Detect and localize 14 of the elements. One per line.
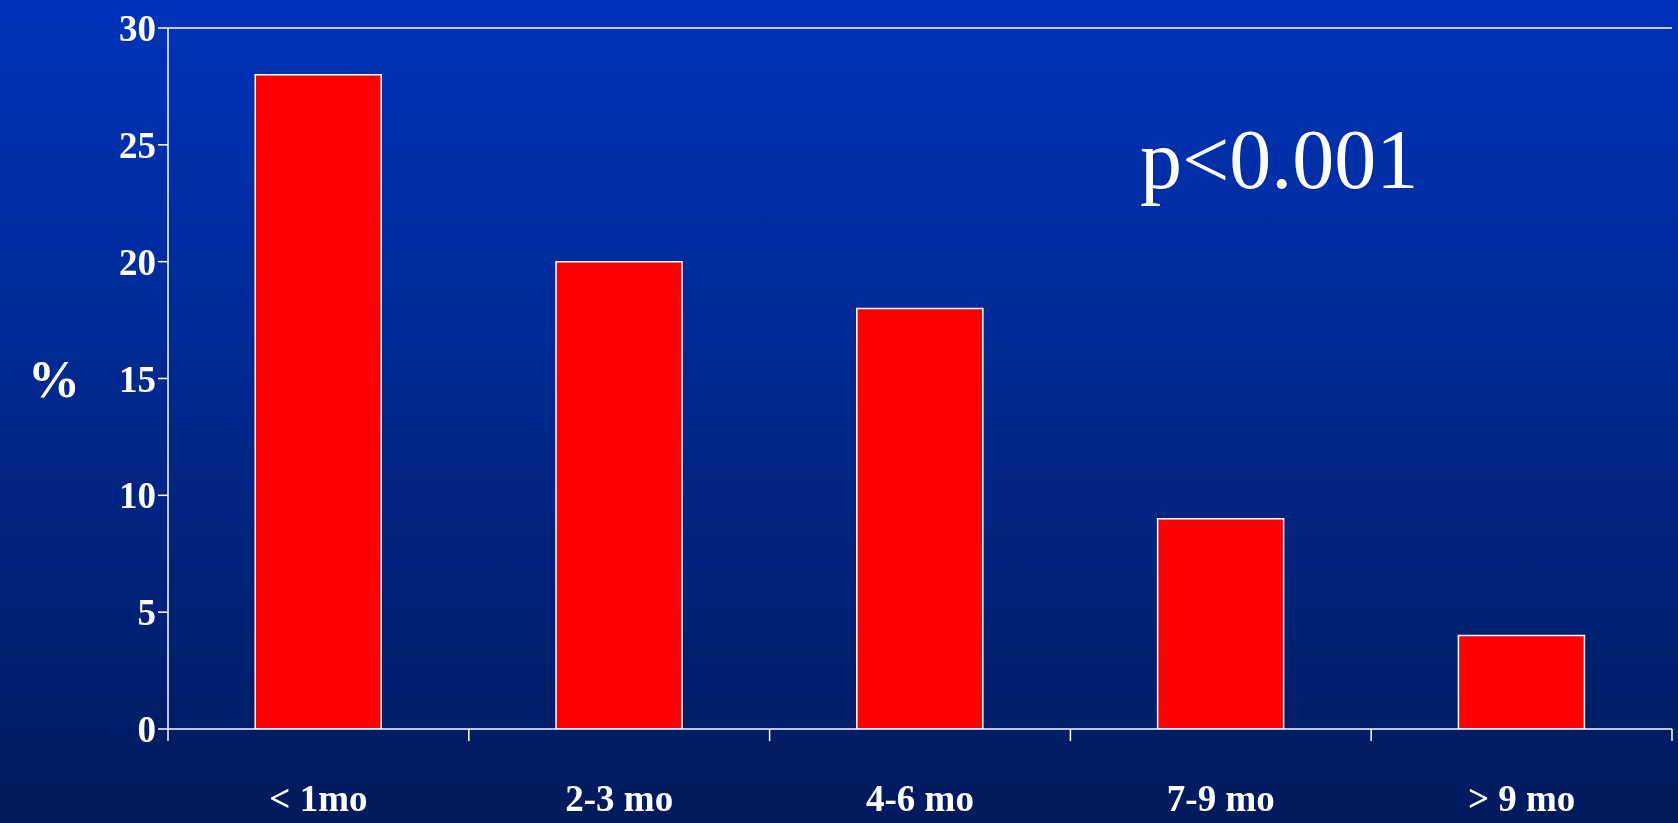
y-tick-label: 10	[119, 475, 156, 517]
annotation: p<0.001	[1140, 113, 1419, 206]
x-tick-label: 7-9 mo	[1166, 778, 1275, 819]
y-tick-label: 15	[119, 358, 156, 400]
y-axis-title: %	[28, 350, 80, 408]
y-tick-label: 30	[119, 8, 156, 50]
x-tick-label: 2-3 mo	[565, 778, 674, 819]
x-tick-label: 4-6 mo	[866, 778, 974, 819]
x-tick-label: > 9 mo	[1467, 778, 1576, 819]
x-tick-label: < 1mo	[269, 778, 368, 819]
y-tick-label: 25	[119, 124, 156, 166]
y-tick-label: 0	[137, 709, 156, 751]
y-tick-label: 5	[137, 592, 156, 634]
y-tick-label: 20	[119, 241, 156, 283]
